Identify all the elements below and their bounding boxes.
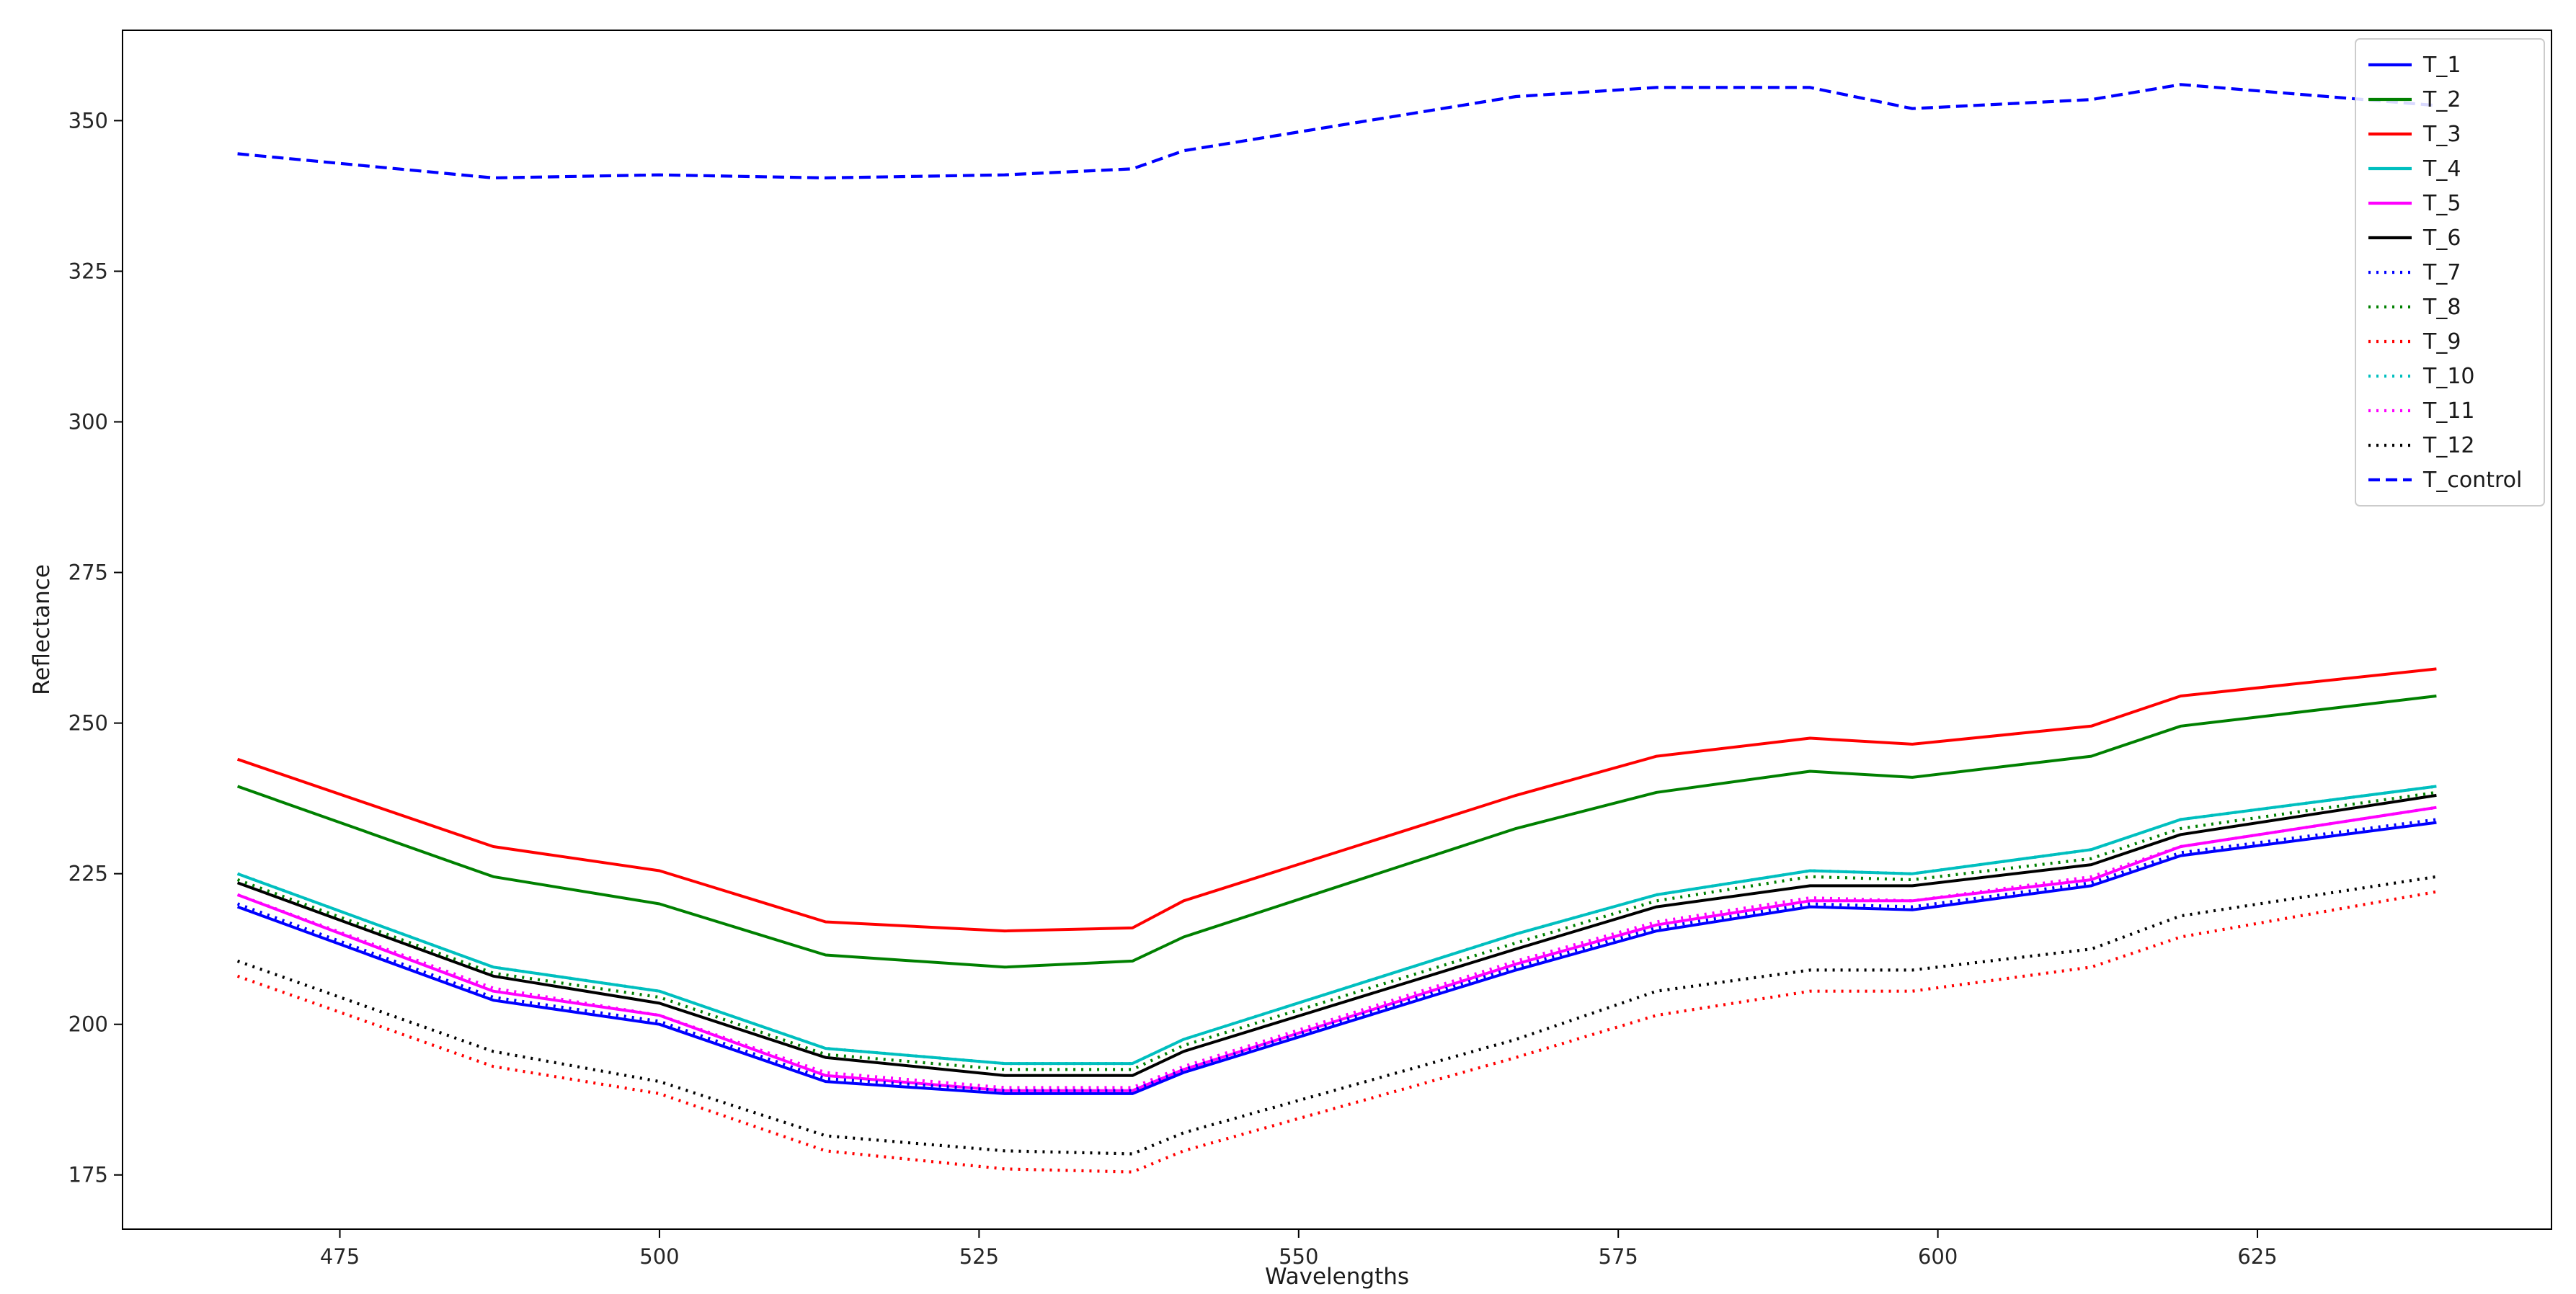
series-line-t-9 bbox=[236, 890, 2437, 1174]
series-line-t-11 bbox=[236, 806, 2437, 1089]
x-tick-label: 550 bbox=[1279, 1244, 1318, 1269]
y-tick-label: 325 bbox=[68, 259, 108, 283]
y-tick-label: 275 bbox=[68, 561, 108, 585]
series-line-t-1 bbox=[236, 821, 2437, 1095]
y-tick-label: 175 bbox=[68, 1163, 108, 1187]
series-line-t-6 bbox=[236, 793, 2437, 1077]
x-tick-label: 625 bbox=[2237, 1244, 2277, 1269]
legend-label: T_control bbox=[2422, 468, 2522, 493]
plot-lines bbox=[236, 83, 2437, 1174]
y-tick-label: 200 bbox=[68, 1012, 108, 1037]
series-line-t-10 bbox=[236, 785, 2437, 1066]
x-tick-label: 575 bbox=[1599, 1244, 1638, 1269]
series-line-t-5 bbox=[236, 806, 2437, 1092]
legend-label: T_11 bbox=[2422, 398, 2475, 424]
legend-label: T_6 bbox=[2422, 226, 2461, 251]
legend-label: T_7 bbox=[2422, 260, 2461, 285]
legend: T_1 T_2 T_3 T_4 T_5 T_6 T_7 T_8 T_9 T_10 T_11 T_12 T… bbox=[2355, 38, 2545, 507]
y-tick-label: 300 bbox=[68, 410, 108, 434]
legend-label: T_9 bbox=[2422, 329, 2461, 354]
y-tick-label: 350 bbox=[68, 108, 108, 133]
series-line-t-control bbox=[237, 83, 2437, 179]
legend-label: T_4 bbox=[2422, 156, 2461, 182]
legend-label: T_3 bbox=[2422, 122, 2461, 147]
x-tick-label: 525 bbox=[959, 1244, 999, 1269]
legend-box bbox=[2355, 38, 2545, 507]
legend-label: T_1 bbox=[2422, 53, 2461, 78]
x-axis-title: Wavelengths bbox=[1265, 1264, 1409, 1290]
x-axis: 475 500 525 550 575 600 625 bbox=[320, 1229, 2278, 1269]
series-line-t-3 bbox=[236, 667, 2437, 933]
x-tick-label: 600 bbox=[1918, 1244, 1958, 1269]
legend-label: T_10 bbox=[2422, 364, 2475, 389]
series-line-t-2 bbox=[236, 695, 2437, 969]
y-tick-label: 250 bbox=[68, 711, 108, 736]
legend-label: T_12 bbox=[2422, 433, 2475, 458]
y-tick-label: 225 bbox=[68, 862, 108, 886]
series-line-t-8 bbox=[236, 790, 2437, 1071]
legend-label: T_2 bbox=[2422, 87, 2461, 112]
legend-label: T_5 bbox=[2422, 191, 2461, 216]
legend-label: T_8 bbox=[2422, 295, 2461, 320]
y-axis: 175 200 225 250 275 300 325 350 bbox=[68, 108, 123, 1187]
x-tick-label: 500 bbox=[639, 1244, 679, 1269]
series-line-t-12 bbox=[236, 875, 2437, 1156]
x-tick-label: 475 bbox=[320, 1244, 360, 1269]
plot-area bbox=[122, 30, 2552, 1230]
series-line-t-7 bbox=[236, 818, 2437, 1092]
y-axis-title: Reflectance bbox=[29, 564, 55, 695]
